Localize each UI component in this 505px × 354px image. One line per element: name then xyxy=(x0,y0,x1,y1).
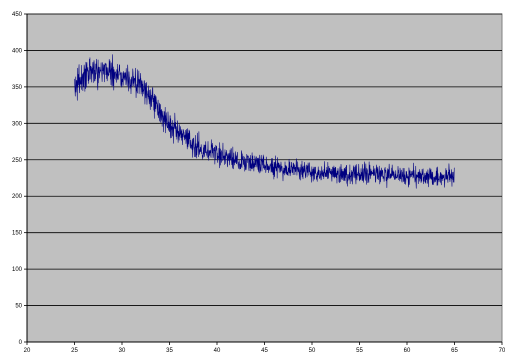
x-tick-label-40: 40 xyxy=(214,348,221,354)
x-tick-label-35: 35 xyxy=(166,348,173,354)
x-tick-label-20: 20 xyxy=(24,348,31,354)
x-tick-label-50: 50 xyxy=(309,348,316,354)
y-axis: 0 50 100 150 200 250 300 350 400 450 xyxy=(12,12,28,346)
series-group xyxy=(74,54,455,189)
y-tick-label-300: 300 xyxy=(12,121,23,127)
y-tick-label-450: 450 xyxy=(12,12,23,18)
x-axis: 20 25 30 35 40 45 50 55 60 65 70 xyxy=(24,341,505,354)
y-tick-label-250: 250 xyxy=(12,158,23,164)
y-tick-label-100: 100 xyxy=(12,267,23,273)
y-tick-label-50: 50 xyxy=(15,304,22,310)
x-tick-label-55: 55 xyxy=(356,348,363,354)
series-line xyxy=(74,54,455,189)
x-tick-label-30: 30 xyxy=(119,348,126,354)
x-tick-label-25: 25 xyxy=(71,348,78,354)
y-tick-label-350: 350 xyxy=(12,85,23,91)
x-tick-label-65: 65 xyxy=(451,348,458,354)
x-tick-label-70: 70 xyxy=(499,348,505,354)
x-tick-label-60: 60 xyxy=(404,348,411,354)
gridlines xyxy=(27,13,502,306)
y-tick-label-400: 400 xyxy=(12,48,23,54)
x-tick-label-45: 45 xyxy=(261,348,268,354)
y-tick-label-0: 0 xyxy=(19,340,23,346)
y-tick-label-150: 150 xyxy=(12,231,23,237)
y-tick-label-200: 200 xyxy=(12,194,23,200)
